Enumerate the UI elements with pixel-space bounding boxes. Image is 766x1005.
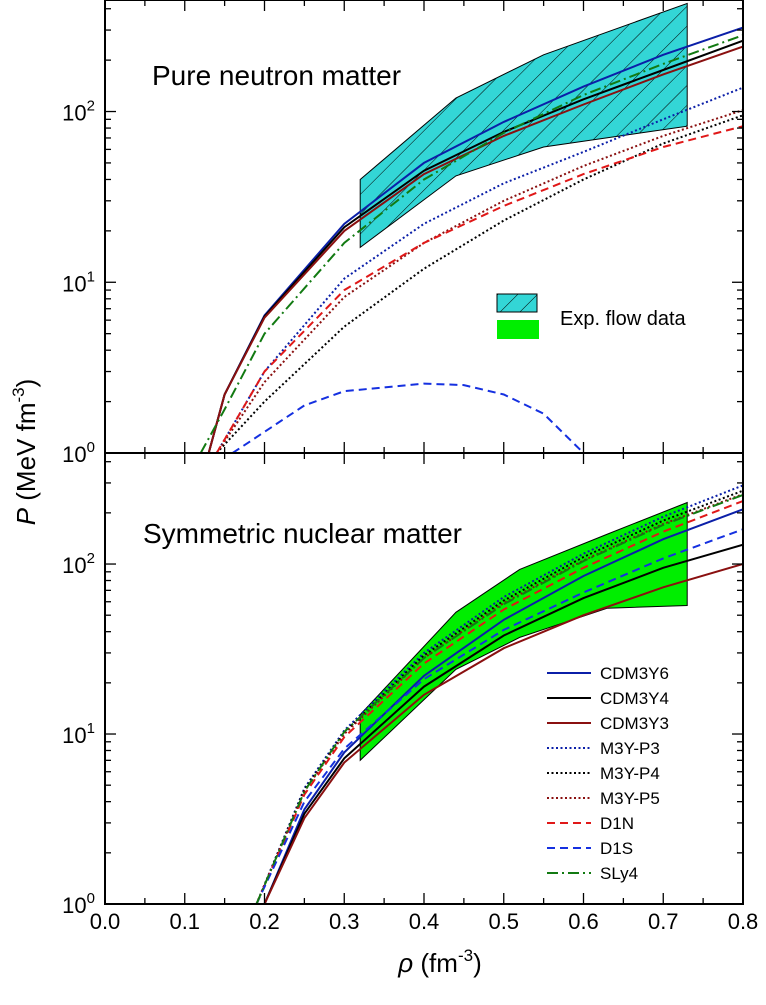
y-axis-symbol: P bbox=[11, 507, 41, 525]
bottom-series-group bbox=[255, 484, 743, 904]
y-tick-exp: 0 bbox=[87, 890, 95, 907]
top-band-polygon bbox=[359, 2, 688, 249]
bottom-series-cdm3y4 bbox=[263, 543, 743, 904]
x-tick-label: 0.3 bbox=[329, 909, 360, 934]
y-tick-exp: 1 bbox=[87, 720, 95, 737]
band-legend-label: Exp. flow data bbox=[560, 308, 687, 330]
legend-label-cdm3y4: CDM3Y4 bbox=[600, 689, 669, 708]
y-tick-base: 10 bbox=[62, 442, 86, 467]
top-panel: Pure neutron matter Exp. flow data bbox=[104, 0, 744, 454]
legend-label-d1n: D1N bbox=[600, 814, 634, 833]
x-tick-label: 0.4 bbox=[409, 909, 440, 934]
bottom-y-tick-label: 101 bbox=[62, 720, 95, 748]
x-axis-exp: -3 bbox=[458, 946, 473, 965]
y-axis-unit: (MeV fm bbox=[11, 403, 41, 508]
x-axis-symbol: ρ bbox=[397, 948, 413, 978]
y-tick-base: 10 bbox=[62, 893, 86, 918]
bottom-panel-title: Symmetric nuclear matter bbox=[143, 518, 462, 549]
legend-hatched-swatch bbox=[496, 293, 538, 313]
bottom-series-cdm3y3 bbox=[263, 563, 743, 904]
x-tick-label: 0.6 bbox=[568, 909, 599, 934]
top-y-tick-label: 100 bbox=[62, 439, 95, 467]
top-series-m3y-p4 bbox=[215, 114, 743, 453]
top-exp-band bbox=[359, 2, 688, 249]
bottom-series-d1s bbox=[255, 528, 743, 904]
top-series-group bbox=[199, 26, 743, 453]
legend-label-m3y-p3: M3Y-P3 bbox=[600, 739, 660, 758]
bottom-series-d1n bbox=[255, 500, 743, 904]
x-axis-unit: (fm bbox=[413, 948, 458, 978]
top-y-tick-label: 101 bbox=[62, 268, 95, 296]
bottom-y-tick-label: 100 bbox=[62, 890, 95, 918]
y-tick-base: 10 bbox=[62, 271, 86, 296]
y-axis-label: P (MeV fm-3) bbox=[9, 379, 41, 526]
top-series-cdm3y3 bbox=[207, 45, 743, 453]
y-tick-exp: 2 bbox=[87, 98, 95, 115]
bottom-series-sly4 bbox=[255, 493, 743, 904]
bottom-panel: Symmetric nuclear matter CDM3Y6CDM3Y4CDM… bbox=[104, 452, 744, 905]
x-axis-close: ) bbox=[473, 948, 482, 978]
x-tick-label: 0.8 bbox=[728, 909, 759, 934]
top-ticks bbox=[104, 0, 744, 454]
x-tick-label: 0.5 bbox=[488, 909, 519, 934]
bottom-series-cdm3y6 bbox=[263, 508, 743, 904]
bottom-y-tick-label: 102 bbox=[62, 550, 95, 578]
top-series-m3y-p5 bbox=[215, 109, 743, 453]
top-series-d1n bbox=[215, 125, 743, 453]
x-tick-label: 0.2 bbox=[249, 909, 280, 934]
top-y-tick-label: 102 bbox=[62, 98, 95, 126]
legend-solid-swatch bbox=[497, 320, 539, 339]
y-tick-exp: 1 bbox=[87, 268, 95, 285]
legend-label-d1s: D1S bbox=[600, 839, 633, 858]
top-band-legend: Exp. flow data bbox=[496, 293, 687, 339]
bottom-series-m3y-p3 bbox=[255, 484, 743, 904]
bottom-ticks bbox=[104, 453, 744, 905]
legend-label-cdm3y6: CDM3Y6 bbox=[600, 664, 669, 683]
series-legend: CDM3Y6 CDM3Y4 CDM3Y3 M3Y-P3 M3Y-P4 M3Y-P5 D1N D… bbox=[547, 664, 669, 883]
top-series-sly4 bbox=[199, 34, 743, 453]
y-tick-base: 10 bbox=[62, 101, 86, 126]
x-tick-label: 0.7 bbox=[648, 909, 679, 934]
top-panel-title: Pure neutron matter bbox=[152, 60, 401, 91]
top-series-d1s bbox=[232, 382, 585, 453]
y-axis-close: ) bbox=[11, 379, 41, 388]
legend-label-m3y-p4: M3Y-P4 bbox=[600, 764, 660, 783]
y-tick-exp: 0 bbox=[87, 439, 95, 456]
legend-label-sly4: SLy4 bbox=[600, 864, 638, 883]
x-tick-label: 0.0 bbox=[90, 909, 121, 934]
legend-label-cdm3y3: CDM3Y3 bbox=[600, 714, 669, 733]
y-tick-base: 10 bbox=[62, 553, 86, 578]
y-axis-exp: -3 bbox=[9, 387, 28, 402]
x-axis-label: ρ (fm-3) bbox=[397, 946, 481, 978]
y-tick-base: 10 bbox=[62, 723, 86, 748]
x-tick-labels: 0.0 0.1 0.2 0.3 0.4 0.5 0.6 0.7 0.8 bbox=[90, 909, 759, 934]
legend-label-m3y-p5: M3Y-P5 bbox=[600, 789, 660, 808]
x-tick-label: 0.1 bbox=[169, 909, 200, 934]
y-tick-exp: 2 bbox=[87, 550, 95, 567]
